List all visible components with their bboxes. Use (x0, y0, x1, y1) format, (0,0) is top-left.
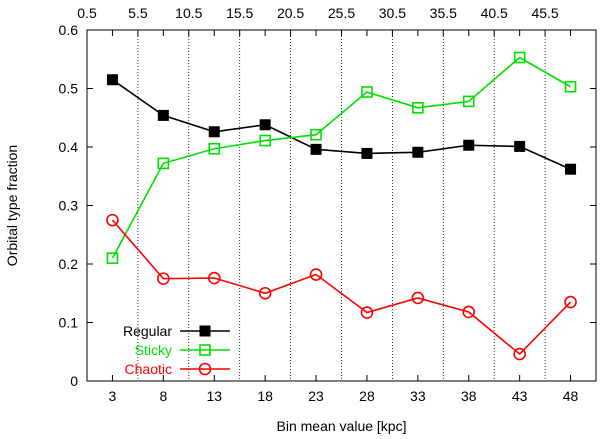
data-point (462, 305, 476, 319)
data-point (513, 51, 526, 64)
y-tick-label: 0.4 (59, 139, 79, 155)
y-axis-label: Orbital type fraction (4, 145, 20, 266)
series-regular (106, 74, 577, 175)
data-point (258, 286, 272, 300)
legend-marker (199, 325, 211, 337)
legend-marker (199, 344, 211, 356)
data-point (259, 119, 271, 131)
top-tick-label: 5.5 (128, 5, 148, 21)
data-point (361, 147, 373, 159)
data-point (514, 140, 526, 152)
data-point (463, 139, 475, 151)
y-tick-label: 0.1 (59, 315, 79, 331)
data-point (259, 134, 271, 147)
data-point (513, 347, 526, 361)
x-axis-label: Bin mean value [kpc] (277, 418, 407, 434)
series-sticky (106, 51, 577, 264)
y-tick-label: 0.6 (59, 22, 79, 38)
y-tick-label: 0.2 (59, 256, 79, 272)
top-tick-label: 25.5 (328, 5, 355, 21)
top-tick-label: 30.5 (379, 5, 406, 21)
data-point (412, 146, 424, 158)
top-tick-label: 40.5 (481, 5, 508, 21)
data-point (157, 157, 170, 170)
top-tick-label: 35.5 (430, 5, 457, 21)
data-point (564, 80, 577, 93)
data-point (309, 268, 323, 281)
x-tick-label: 33 (410, 388, 426, 404)
series-line (111, 219, 572, 356)
data-point (360, 306, 374, 319)
legend: Regular Sticky Chaotic (123, 323, 230, 377)
axis-ticks (86, 29, 596, 382)
data-point (361, 86, 373, 98)
x-tick-label: 48 (563, 388, 579, 404)
y-tick-label: 0.3 (59, 198, 79, 214)
data-point (208, 142, 221, 155)
x-tick-label: 3 (109, 388, 117, 404)
x-tick-label: 38 (461, 388, 477, 404)
axis-tick-labels: 3 8 13 18 23 28 33 38 43 480.5 5.5 10.5 15.5 20.5 25.5… (59, 5, 579, 404)
data-point (310, 128, 322, 141)
data-point (411, 291, 425, 305)
x-tick-label: 8 (159, 388, 167, 404)
x-tick-label: 18 (257, 388, 273, 404)
series-layer (106, 51, 577, 361)
series-line (111, 79, 571, 170)
top-tick-label: 0.5 (77, 5, 97, 21)
data-point (564, 295, 577, 309)
legend-label: Sticky (135, 342, 172, 358)
legend-label: Chaotic (125, 361, 172, 377)
x-tick-label: 28 (359, 388, 375, 404)
x-tick-label: 13 (206, 388, 222, 404)
legend-marker (198, 362, 212, 376)
series-line (111, 56, 571, 259)
top-tick-label: 45.5 (531, 5, 558, 21)
x-tick-label: 43 (512, 388, 528, 404)
data-point (208, 126, 220, 138)
x-tick-label: 23 (308, 388, 324, 404)
data-point (106, 252, 119, 264)
data-point (207, 271, 221, 285)
legend-label: Regular (123, 323, 172, 339)
y-tick-label: 0 (70, 373, 78, 389)
data-point (106, 213, 119, 227)
data-point (157, 109, 169, 121)
data-point (462, 95, 475, 108)
data-point (310, 143, 322, 155)
data-point (106, 74, 118, 86)
data-point (565, 163, 577, 175)
data-point (157, 272, 170, 285)
y-tick-label: 0.5 (59, 81, 79, 97)
data-point (412, 102, 424, 114)
top-tick-label: 20.5 (277, 5, 304, 21)
top-tick-label: 10.5 (175, 5, 202, 21)
top-tick-label: 15.5 (226, 5, 253, 21)
series-chaotic (106, 213, 577, 361)
